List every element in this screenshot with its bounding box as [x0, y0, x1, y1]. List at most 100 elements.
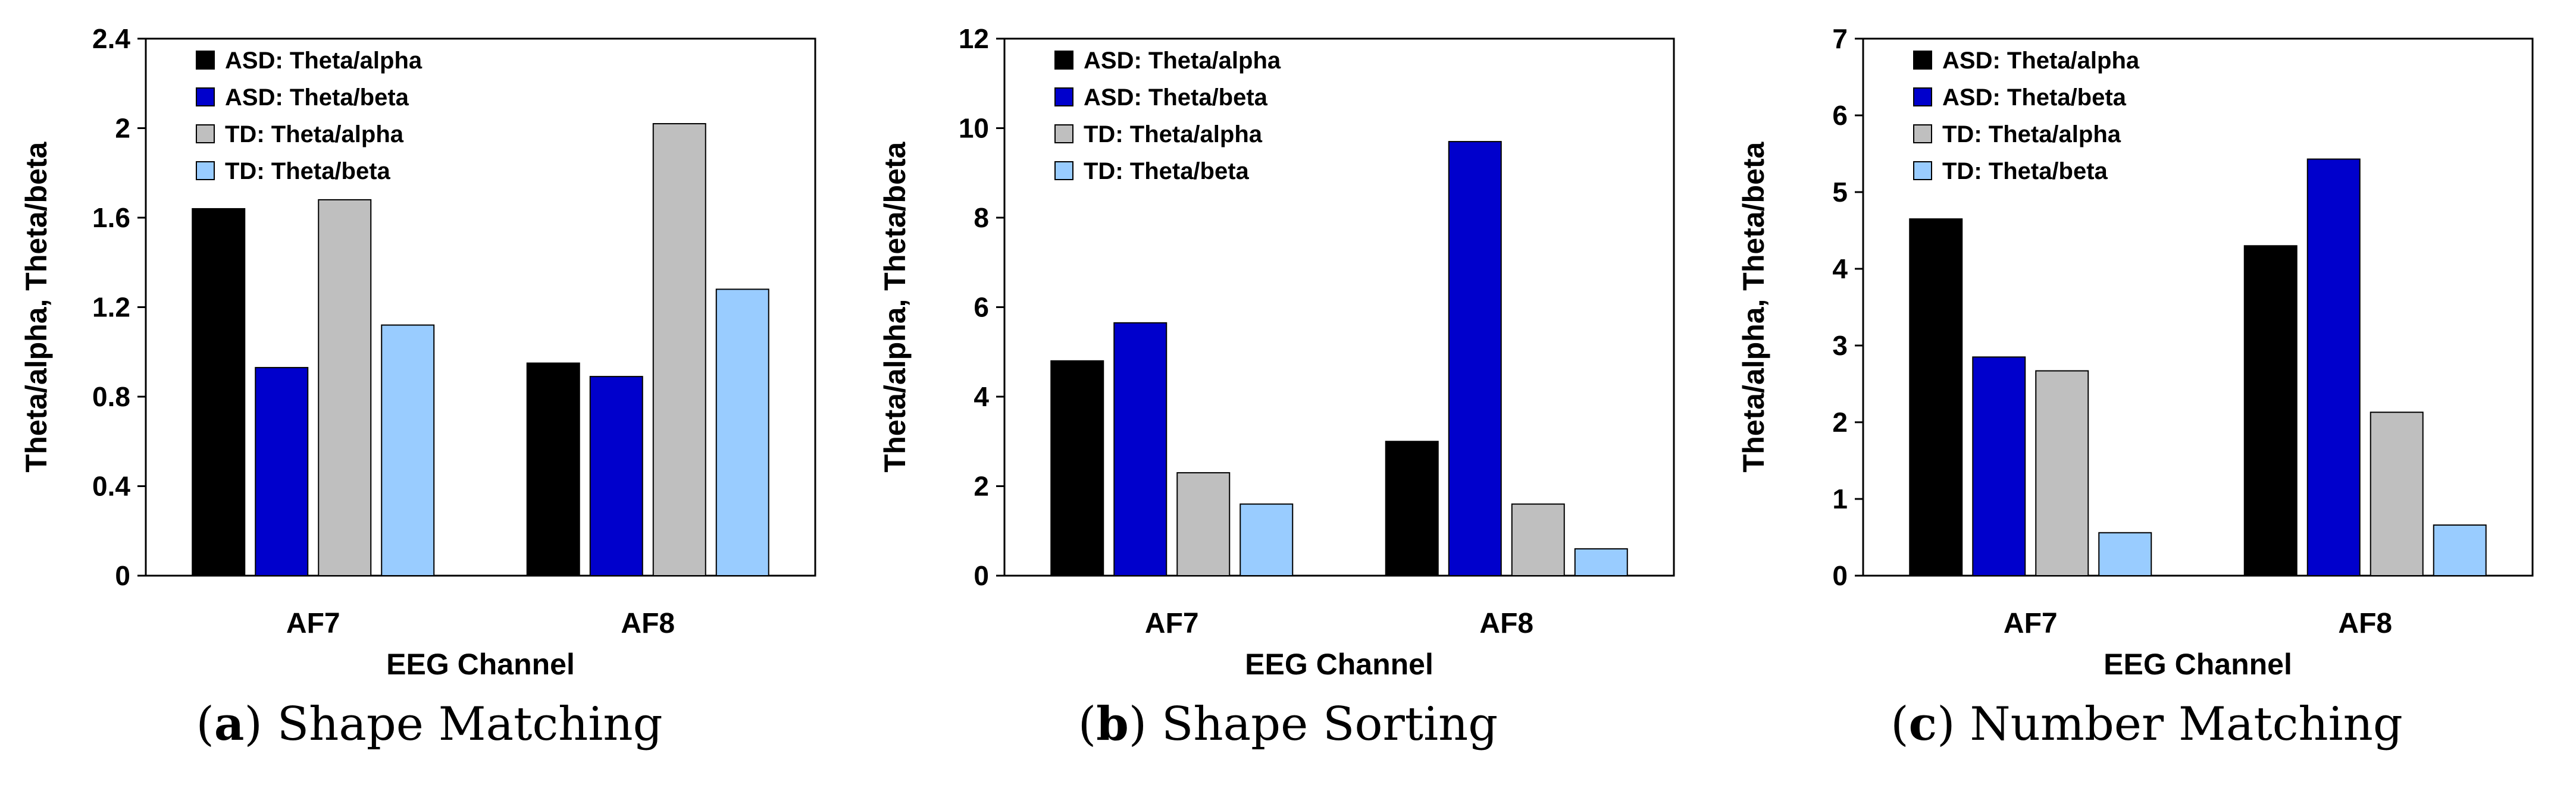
- bar-af8-2: [2370, 412, 2424, 576]
- y-tick-label: 1: [1832, 483, 1848, 514]
- legend-swatch: [1913, 124, 1932, 143]
- bar-af8-0: [526, 362, 580, 576]
- y-axis-label: Theta/alpha, Theta/beta: [20, 141, 53, 472]
- legend-label: TD: Theta/beta: [225, 158, 391, 184]
- y-tick-label: 12: [959, 23, 989, 54]
- bar-chart-c: 0 1 2 3 4 5 6 7 Theta/alpha, Theta/beta AF7 AF8 EEG…: [1737, 23, 2534, 681]
- legend-swatch: [1913, 161, 1932, 180]
- bar-chart-a: 0 0.4 0.8 1.2 1.6 2 2.4 Theta/alpha, Theta/beta…: [20, 23, 816, 681]
- bar-af7-0: [1050, 360, 1104, 576]
- x-tick-label: AF7: [1145, 608, 1199, 639]
- bar-af7-1: [255, 367, 309, 577]
- legend-swatch: [1054, 51, 1073, 70]
- x-axis-label: EEG Channel: [386, 648, 575, 681]
- caption-letter: b: [1096, 697, 1129, 751]
- y-tick-label: 2.4: [92, 23, 130, 54]
- y-tick-label: 4: [1832, 253, 1848, 284]
- caption-text: Number Matching: [1970, 698, 2403, 751]
- x-tick-label: AF7: [2004, 608, 2058, 639]
- plot-frame: [1862, 37, 2534, 577]
- y-tick-label: 2: [974, 471, 989, 502]
- y-tick-label: 8: [974, 202, 989, 233]
- x-tick-label: AF8: [1479, 608, 1533, 639]
- bar-af8-1: [1448, 141, 1502, 576]
- caption-letter: c: [1908, 697, 1938, 751]
- bar-af7-2: [2035, 370, 2089, 576]
- x-tick-label: AF8: [2338, 608, 2392, 639]
- y-tick-label: 3: [1832, 330, 1848, 361]
- bar-af8-3: [715, 288, 769, 576]
- y-tick-label: 0: [974, 560, 989, 591]
- y-tick-label: 7: [1832, 23, 1848, 54]
- legend-swatch: [196, 161, 215, 180]
- bar-af8-3: [2433, 524, 2487, 576]
- caption-a: (a) Shape Matching: [196, 697, 663, 751]
- chart-panel-b: 0 2 4 6 8 10 12 Theta/alpha, Theta/beta AF7 AF8 EE…: [859, 0, 1717, 785]
- y-tick-label: 5: [1832, 177, 1848, 208]
- caption-text: Shape Sorting: [1162, 698, 1498, 751]
- bar-af8-0: [1385, 441, 1439, 576]
- y-tick-label: 1.6: [92, 202, 130, 233]
- x-axis-label: EEG Channel: [1245, 648, 1433, 681]
- y-axis-label: Theta/alpha, Theta/beta: [878, 141, 912, 472]
- bar-af7-3: [381, 324, 435, 576]
- legend-swatch: [1913, 51, 1932, 70]
- bar-af7-0: [1909, 218, 1963, 576]
- bar-af8-2: [1511, 503, 1565, 576]
- bar-af7-3: [2098, 532, 2152, 577]
- legend-label: TD: Theta/alpha: [1942, 121, 2121, 147]
- y-tick-label: 2: [115, 113, 130, 144]
- bar-af7-2: [318, 199, 372, 576]
- caption-c: (c) Number Matching: [1890, 697, 2403, 751]
- legend-swatch: [1054, 161, 1073, 180]
- y-tick-label: 10: [959, 113, 989, 144]
- caption-b: (b) Shape Sorting: [1078, 697, 1498, 751]
- bar-af8-2: [652, 123, 706, 577]
- legend-label: TD: Theta/beta: [1084, 158, 1250, 184]
- legend-swatch: [1054, 124, 1073, 143]
- legend-label: TD: Theta/alpha: [225, 121, 404, 147]
- legend-swatch: [196, 124, 215, 143]
- y-tick-label: 0.4: [92, 471, 130, 502]
- bar-af7-1: [1972, 356, 2026, 576]
- bar-af7-2: [1176, 472, 1231, 576]
- x-axis-label: EEG Channel: [2104, 648, 2292, 681]
- y-tick-label: 1.2: [92, 292, 130, 323]
- y-tick-label: 0: [115, 560, 130, 591]
- x-tick-label: AF8: [621, 608, 675, 639]
- legend-label: ASD: Theta/beta: [225, 84, 409, 111]
- plot-frame: [1003, 37, 1675, 577]
- legend-swatch: [1054, 87, 1073, 106]
- legend-label: ASD: Theta/alpha: [225, 48, 422, 74]
- bar-af8-1: [589, 376, 643, 576]
- x-tick-label: AF7: [286, 608, 340, 639]
- y-tick-label: 4: [974, 381, 989, 412]
- legend-swatch: [1913, 87, 1932, 106]
- legend-label: ASD: Theta/beta: [1942, 84, 2127, 111]
- bar-af7-3: [1240, 503, 1294, 576]
- y-tick-label: 0: [1832, 560, 1848, 591]
- legend-label: ASD: Theta/beta: [1084, 84, 1268, 111]
- caption-text: Shape Matching: [277, 698, 663, 751]
- y-tick-label: 6: [1832, 100, 1848, 131]
- y-tick-label: 0.8: [92, 381, 130, 412]
- chart-panel-a: 0 0.4 0.8 1.2 1.6 2 2.4 Theta/alpha, Theta/beta…: [0, 0, 859, 785]
- caption-letter: a: [214, 697, 245, 751]
- bar-chart-b: 0 2 4 6 8 10 12 Theta/alpha, Theta/beta AF7 AF8 EE…: [878, 23, 1675, 681]
- legend-label: ASD: Theta/alpha: [1084, 48, 1281, 74]
- y-axis-label: Theta/alpha, Theta/beta: [1737, 141, 1770, 472]
- bar-af8-3: [1574, 548, 1628, 576]
- bar-af8-0: [2243, 245, 2298, 576]
- chart-panel-c: 0 1 2 3 4 5 6 7 Theta/alpha, Theta/beta AF7 AF8 EEG…: [1717, 0, 2576, 785]
- legend-swatch: [196, 51, 215, 70]
- bar-af7-0: [192, 208, 246, 576]
- legend-label: TD: Theta/beta: [1942, 158, 2108, 184]
- bar-af8-1: [2306, 158, 2361, 576]
- legend-label: ASD: Theta/alpha: [1942, 48, 2140, 74]
- legend-swatch: [196, 87, 215, 106]
- bar-af7-1: [1113, 322, 1168, 577]
- plot-frame: [145, 37, 816, 577]
- legend-label: TD: Theta/alpha: [1084, 121, 1263, 147]
- y-tick-label: 2: [1832, 407, 1848, 438]
- y-tick-label: 6: [974, 292, 989, 323]
